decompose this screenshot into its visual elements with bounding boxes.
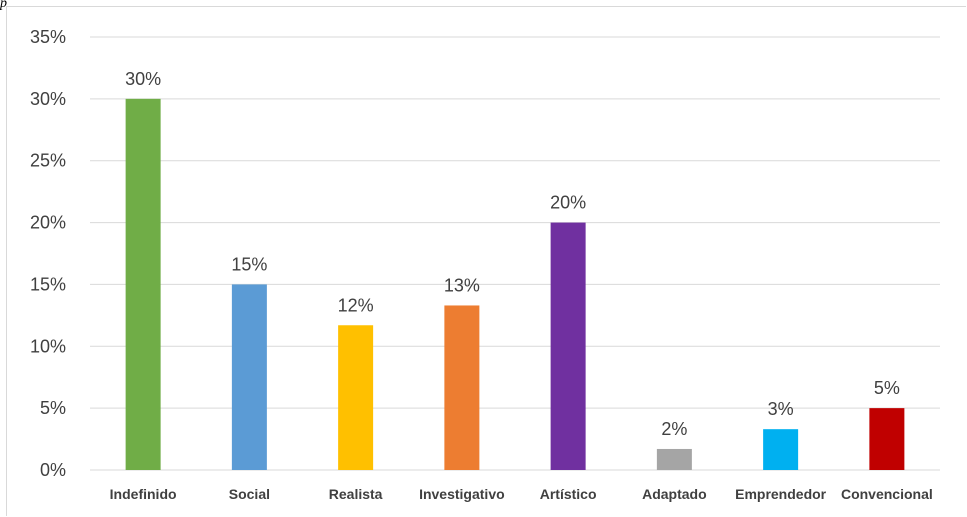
data-label: 12% xyxy=(338,295,374,315)
category-label: Realista xyxy=(329,486,383,502)
grid-lines xyxy=(90,36,940,471)
category-label: Emprendedor xyxy=(735,486,827,502)
bar-investigativo xyxy=(444,305,480,470)
data-label: 5% xyxy=(874,378,900,398)
bar-realista xyxy=(338,325,374,470)
data-label: 20% xyxy=(550,193,586,213)
y-tick-label: 5% xyxy=(40,398,66,418)
y-axis-ticks: 0% 5% 10% 15% 20% 25% 30% 35% xyxy=(30,27,66,480)
data-label: 15% xyxy=(231,254,267,274)
y-tick-label: 20% xyxy=(30,213,66,233)
data-labels: 30% 15% 12% 13% 20% 2% 3% 5% xyxy=(125,69,900,439)
data-label: 3% xyxy=(768,399,794,419)
chart-frame xyxy=(6,6,966,516)
bars xyxy=(125,98,905,470)
y-tick-label: 15% xyxy=(30,274,66,294)
data-label: 2% xyxy=(661,419,687,439)
bar-indefinido xyxy=(125,98,161,470)
y-tick-label: 35% xyxy=(30,27,66,47)
y-tick-label: 30% xyxy=(30,89,66,109)
category-labels: Indefinido Social Realista Investigativo Art… xyxy=(110,486,933,502)
bar-artistico xyxy=(550,222,586,470)
category-label: Adaptado xyxy=(642,486,707,502)
y-tick-label: 0% xyxy=(40,460,66,480)
category-label: Indefinido xyxy=(110,486,177,502)
data-label: 30% xyxy=(125,69,161,89)
data-label: 13% xyxy=(444,275,480,295)
category-label: Convencional xyxy=(841,486,933,502)
top-mark: p xyxy=(0,0,7,11)
bar-convencional xyxy=(869,408,905,470)
y-tick-label: 25% xyxy=(30,151,66,171)
bar-adaptado xyxy=(656,448,692,470)
y-tick-label: 10% xyxy=(30,336,66,356)
category-label: Artístico xyxy=(540,486,597,502)
category-label: Investigativo xyxy=(419,486,505,502)
bar-emprendedor xyxy=(763,429,799,470)
category-label: Social xyxy=(229,486,270,502)
bar-social xyxy=(231,284,267,470)
